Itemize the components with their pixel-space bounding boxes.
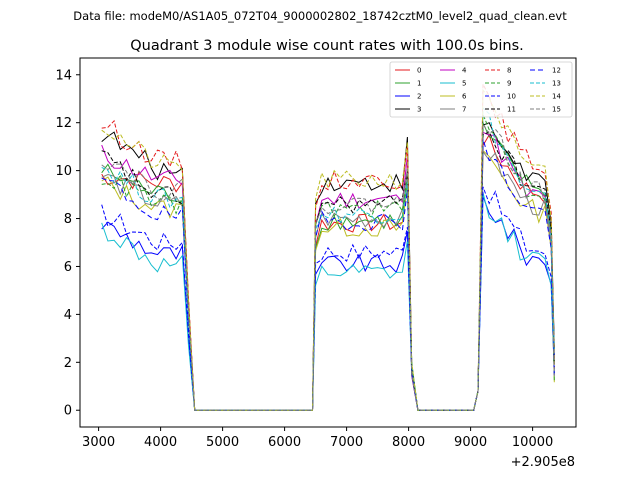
legend-label-0: 0 [417, 67, 421, 75]
series-group [101, 83, 555, 411]
chart-suptitle: Data file: modeM0/AS1A05_072T04_90000028… [73, 9, 567, 23]
series-line-12 [101, 138, 555, 411]
x-tick-label: 9000 [454, 435, 487, 450]
legend-label-7: 7 [462, 106, 466, 114]
y-tick-label: 4 [64, 308, 72, 323]
x-tick-label: 5000 [206, 435, 239, 450]
x-axis: 3000 4000 5000 6000 7000 8000 9000 10000 [82, 427, 553, 450]
x-tick-label: 10000 [512, 435, 553, 450]
x-axis-offset-label: +2.905e8 [511, 455, 575, 470]
legend-label-2: 2 [417, 93, 421, 101]
y-tick-label: 8 [64, 212, 72, 227]
plot-area [79, 57, 577, 428]
y-tick-label: 14 [55, 68, 72, 83]
legend-label-12: 12 [552, 67, 561, 75]
legend-label-11: 11 [507, 106, 516, 114]
legend-label-1: 1 [417, 80, 421, 88]
legend-label-13: 13 [552, 80, 561, 88]
series-line-15 [101, 122, 555, 411]
legend-label-15: 15 [552, 106, 561, 114]
y-tick-label: 10 [55, 164, 72, 179]
x-tick-label: 6000 [268, 435, 301, 450]
y-tick-label: 0 [64, 404, 72, 419]
y-tick-label: 12 [55, 116, 72, 131]
chart-title: Quadrant 3 module wise count rates with … [130, 38, 524, 54]
legend-label-4: 4 [462, 67, 467, 75]
x-tick-label: 4000 [144, 435, 177, 450]
legend-label-9: 9 [507, 80, 511, 88]
y-axis: 0 2 4 6 8 10 12 14 [55, 68, 80, 419]
plot-frame [79, 57, 577, 428]
plot-background [80, 58, 576, 427]
x-tick-label: 3000 [82, 435, 115, 450]
legend-frame [389, 61, 573, 118]
x-tick-label: 7000 [330, 435, 363, 450]
y-tick-label: 2 [64, 356, 72, 371]
legend-label-8: 8 [507, 67, 511, 75]
legend-label-6: 6 [462, 93, 467, 101]
legend-label-10: 10 [507, 93, 516, 101]
x-tick-label: 8000 [392, 435, 425, 450]
legend-label-14: 14 [552, 93, 561, 101]
legend-label-3: 3 [417, 106, 421, 114]
y-tick-label: 6 [64, 260, 72, 275]
legend-label-5: 5 [462, 80, 466, 88]
series-line-10 [101, 186, 555, 411]
